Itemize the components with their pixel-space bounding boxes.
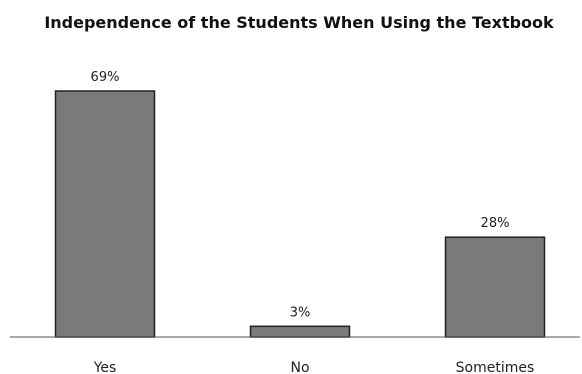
x-tick-label-yes: Yes <box>93 360 117 374</box>
bar-yes <box>54 90 156 338</box>
bar-no <box>249 325 351 338</box>
x-tick-labels-layer: Yes No Sometimes <box>93 360 535 374</box>
x-tick-label-sometimes: Sometimes <box>456 360 535 374</box>
bar-sometimes <box>444 236 546 338</box>
chart-title: Independence of the Students When Using … <box>44 13 554 32</box>
x-tick-label-no: No <box>290 360 309 374</box>
data-labels-layer: 69% 3% 28% <box>91 70 510 320</box>
bars-layer <box>54 90 546 338</box>
data-label-sometimes: 28% <box>481 216 510 231</box>
data-label-yes: 69% <box>91 70 120 85</box>
data-label-no: 3% <box>290 305 311 320</box>
